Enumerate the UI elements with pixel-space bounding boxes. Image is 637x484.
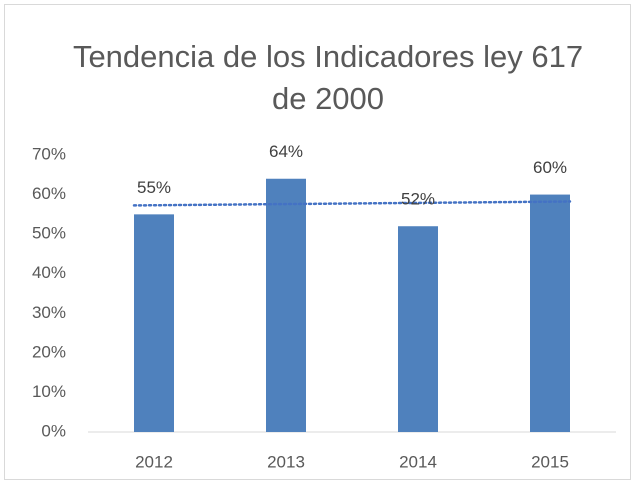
x-tick-label: 2013 (267, 452, 305, 471)
x-tick-label: 2015 (531, 452, 569, 471)
data-label: 64% (269, 142, 303, 161)
data-label: 55% (137, 178, 171, 197)
bar (134, 214, 174, 432)
y-tick-label: 50% (32, 224, 66, 243)
y-tick-label: 10% (32, 382, 66, 401)
bar (398, 226, 438, 432)
data-label: 52% (401, 190, 435, 209)
bar (266, 178, 306, 432)
x-tick-label: 2012 (135, 452, 173, 471)
y-tick-label: 40% (32, 263, 66, 282)
y-tick-label: 60% (32, 184, 66, 203)
x-tick-label: 2014 (399, 452, 437, 471)
y-tick-label: 20% (32, 342, 66, 361)
chart-title: Tendencia de los Indicadores ley 617 de … (72, 39, 584, 116)
y-tick-label: 70% (32, 144, 66, 163)
data-label: 60% (533, 158, 567, 177)
y-tick-label: 30% (32, 303, 66, 322)
chart-border (4, 4, 631, 480)
bar (530, 194, 570, 432)
y-tick-label: 0% (41, 421, 66, 440)
trendline (132, 200, 572, 207)
